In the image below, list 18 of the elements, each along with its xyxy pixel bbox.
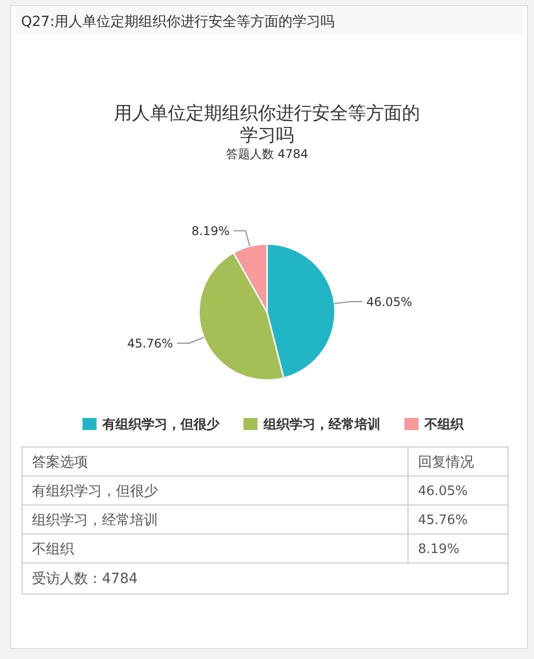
category-label: 不组织 bbox=[32, 541, 74, 558]
text: Q27:用人单位定期组织你进行安全等方面的学习吗 bbox=[21, 14, 335, 30]
text: 回复情况 bbox=[418, 454, 474, 470]
legend-label: 不组织 bbox=[424, 418, 464, 433]
legend-label: 组织学习，经常培训 bbox=[262, 416, 380, 433]
chart-subtitle: 答题人数 4784 bbox=[226, 147, 308, 161]
text: 8.19% bbox=[418, 542, 460, 558]
text: 45.76% bbox=[418, 513, 468, 528]
data-label: 46.05% bbox=[366, 294, 412, 309]
category-label: 组织学习，经常培训 bbox=[32, 512, 158, 528]
text: 答案选项 bbox=[32, 453, 88, 470]
text: 受访人数：4784 bbox=[32, 570, 138, 587]
chart-title: 用人单位定期组织你进行安全等方面的学习吗 bbox=[114, 103, 420, 146]
text: 46.05% bbox=[418, 484, 468, 500]
data-label: 8.19% bbox=[192, 224, 230, 238]
data-label: 45.76% bbox=[127, 336, 174, 350]
legend-label: 有组织学习，但很少 bbox=[102, 418, 220, 433]
category-label: 有组织学习，但很少 bbox=[32, 483, 158, 500]
